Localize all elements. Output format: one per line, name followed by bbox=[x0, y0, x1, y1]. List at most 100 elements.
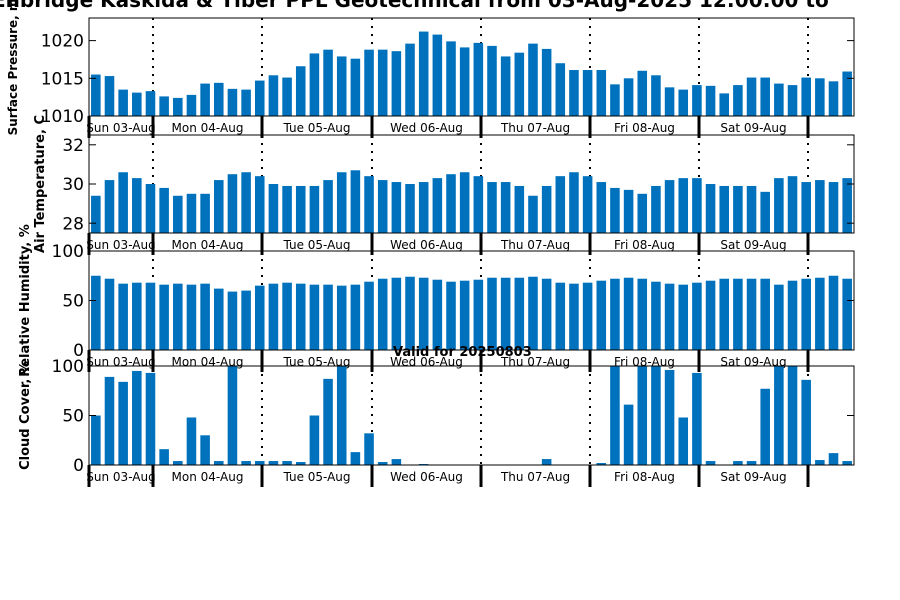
figure-title: Enbridge Kaskida & Tiber PPL Geotechnica… bbox=[0, 0, 829, 12]
data-bar bbox=[336, 172, 347, 233]
data-bar bbox=[664, 180, 675, 233]
data-bar bbox=[637, 366, 648, 465]
data-bar bbox=[705, 184, 716, 233]
data-bar bbox=[760, 388, 770, 465]
data-bar bbox=[459, 172, 470, 233]
data-bar bbox=[118, 283, 128, 350]
data-bar bbox=[815, 460, 825, 465]
data-bar bbox=[637, 70, 648, 116]
data-bar bbox=[596, 463, 607, 465]
data-bar bbox=[323, 284, 333, 350]
data-bar bbox=[268, 184, 279, 233]
y-axis-label: Cloud Cover, % bbox=[18, 361, 33, 470]
data-bar bbox=[514, 185, 525, 233]
data-bar bbox=[719, 278, 730, 350]
data-bar bbox=[336, 366, 347, 465]
y-axis-label: Air Temperature, C bbox=[33, 115, 48, 253]
data-bar bbox=[692, 372, 702, 465]
data-bar bbox=[651, 75, 661, 116]
data-bar bbox=[254, 176, 265, 233]
data-bar bbox=[473, 279, 484, 350]
data-bar bbox=[746, 461, 757, 465]
data-bar bbox=[377, 180, 388, 233]
data-bar bbox=[309, 185, 320, 233]
data-bar bbox=[173, 195, 183, 233]
data-bar bbox=[623, 277, 634, 350]
data-bar bbox=[104, 376, 115, 465]
data-bar bbox=[774, 366, 784, 465]
data-bar bbox=[842, 178, 852, 233]
data-bar bbox=[118, 89, 128, 116]
data-bar bbox=[528, 276, 538, 350]
data-bar bbox=[268, 283, 279, 350]
data-bar bbox=[336, 56, 347, 116]
data-bar bbox=[350, 170, 361, 233]
day-label: Mon 04-Aug bbox=[172, 238, 244, 252]
data-bar bbox=[323, 378, 333, 465]
data-bar bbox=[610, 84, 620, 116]
data-bar bbox=[145, 372, 156, 465]
day-label: Thu 07-Aug bbox=[500, 470, 570, 484]
data-bar bbox=[186, 94, 197, 116]
day-label: Wed 06-Aug bbox=[390, 238, 463, 252]
data-bar bbox=[377, 49, 388, 116]
data-bar bbox=[692, 282, 702, 350]
data-bar bbox=[268, 461, 279, 465]
day-label: Thu 07-Aug bbox=[500, 238, 570, 252]
data-bar bbox=[514, 52, 525, 116]
day-label: Wed 06-Aug bbox=[390, 121, 463, 135]
day-label: Thu 07-Aug bbox=[500, 121, 570, 135]
y-axis-label: Surface Pressure, m bbox=[6, 0, 20, 135]
day-label: Sun 03-Aug bbox=[86, 355, 155, 369]
day-label: Tue 05-Aug bbox=[282, 470, 350, 484]
data-bar bbox=[350, 452, 361, 465]
data-bar bbox=[132, 282, 142, 350]
day-label: Sun 03-Aug bbox=[86, 238, 155, 252]
y-tick-label: 1020 bbox=[41, 32, 84, 52]
day-label: Sat 09-Aug bbox=[720, 121, 786, 135]
data-bar bbox=[132, 178, 142, 233]
data-bar bbox=[159, 187, 169, 233]
data-bar bbox=[692, 178, 702, 233]
data-bar bbox=[213, 288, 224, 350]
data-bar bbox=[364, 433, 374, 465]
data-bar bbox=[760, 77, 770, 116]
data-bar bbox=[309, 284, 320, 350]
data-bar bbox=[323, 49, 333, 116]
data-bar bbox=[651, 366, 661, 465]
data-bar bbox=[446, 281, 456, 350]
data-bar bbox=[541, 185, 552, 233]
day-label: Mon 04-Aug bbox=[172, 470, 244, 484]
data-bar bbox=[309, 53, 320, 116]
data-bar bbox=[350, 284, 361, 350]
y-tick-label: 100 bbox=[52, 242, 84, 262]
data-bar bbox=[432, 34, 443, 117]
data-bar bbox=[186, 284, 197, 350]
day-label: Fri 08-Aug bbox=[614, 121, 675, 135]
data-bar bbox=[664, 87, 675, 116]
data-bar bbox=[610, 366, 620, 465]
y-tick-label: 0 bbox=[73, 341, 84, 361]
data-bar bbox=[213, 180, 224, 233]
data-bar bbox=[487, 45, 497, 117]
y-tick-label: 28 bbox=[62, 214, 84, 234]
data-bar bbox=[487, 182, 497, 233]
data-bar bbox=[569, 172, 579, 233]
data-bar bbox=[842, 461, 852, 465]
data-bar bbox=[528, 195, 538, 233]
day-label: Tue 05-Aug bbox=[282, 121, 350, 135]
y-tick-label: 0 bbox=[73, 456, 84, 476]
data-bar bbox=[241, 290, 251, 350]
data-bar bbox=[787, 176, 798, 233]
data-bar bbox=[514, 277, 525, 350]
data-bar bbox=[295, 462, 306, 465]
data-bar bbox=[719, 93, 730, 116]
data-bar bbox=[664, 369, 675, 465]
data-bar bbox=[200, 283, 210, 350]
data-bar bbox=[651, 185, 661, 233]
data-bar bbox=[473, 42, 484, 116]
data-bar bbox=[213, 461, 224, 465]
data-bar bbox=[104, 278, 115, 350]
y-tick-label: 1015 bbox=[41, 69, 84, 89]
data-bar bbox=[446, 41, 456, 116]
